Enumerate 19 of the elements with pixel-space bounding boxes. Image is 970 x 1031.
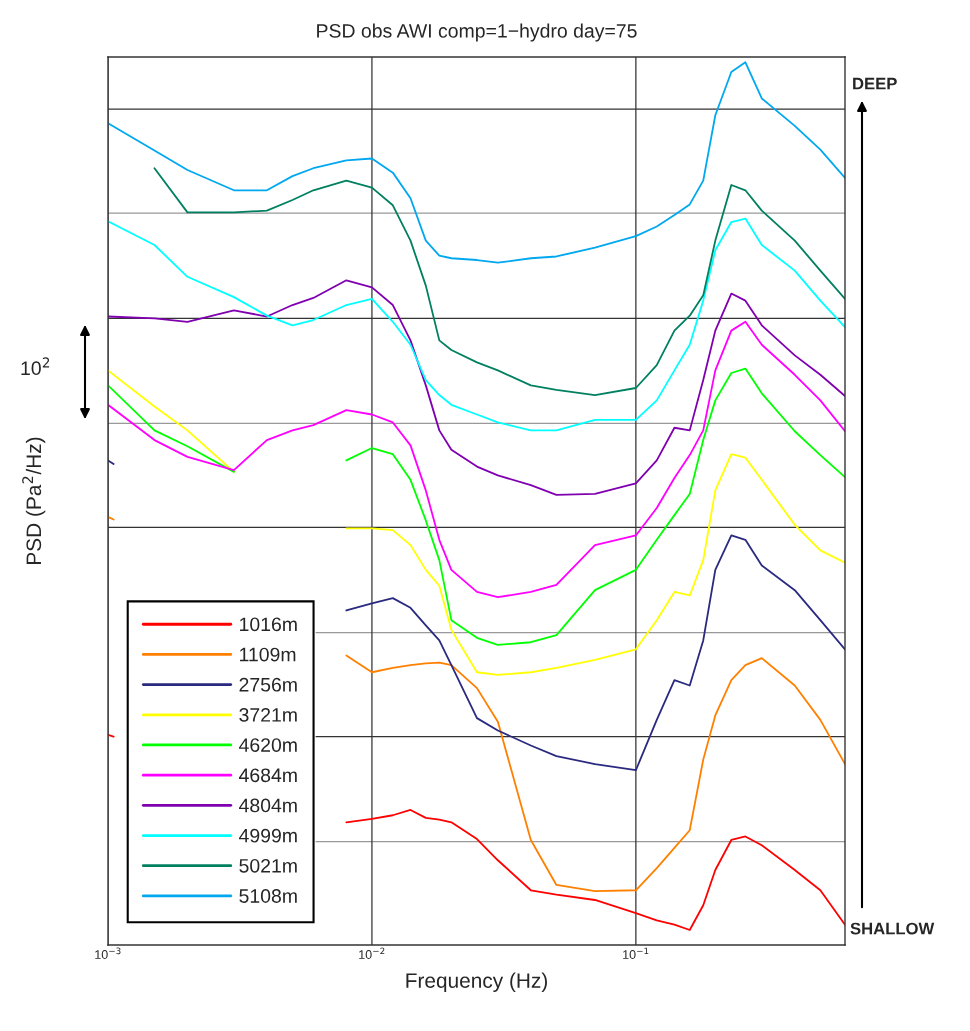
legend-label: 4804m: [239, 798, 297, 813]
chart-title: PSD obs AWI comp=1−hydro day=75: [317, 23, 637, 42]
y-axis-title: PSD (Pa$^{2}$/Hz): [22, 437, 46, 564]
legend-label: 5021m: [239, 858, 297, 873]
legend-label: 3721m: [239, 708, 297, 722]
legend-label: 4620m: [239, 738, 297, 752]
legend-label: 1109m: [240, 647, 296, 662]
legend-label: 4684m: [239, 768, 297, 783]
x-tick-label: 10$^{−3}$: [95, 947, 121, 959]
x-axis-title: Frequency (Hz): [406, 972, 547, 993]
legend-label: 4999m: [239, 828, 297, 843]
legend-label: 5108m: [239, 889, 297, 903]
text: 10$^{2}$: [21, 357, 50, 376]
x-tick-label: 10$^{−1}$: [623, 947, 649, 959]
text: SHALLOW: [850, 922, 935, 935]
text: DEEP: [853, 77, 897, 90]
legend-label: 1016m: [240, 617, 297, 632]
legend-label: 2756m: [239, 677, 297, 692]
x-tick-label: 10$^{−2}$: [359, 947, 385, 959]
